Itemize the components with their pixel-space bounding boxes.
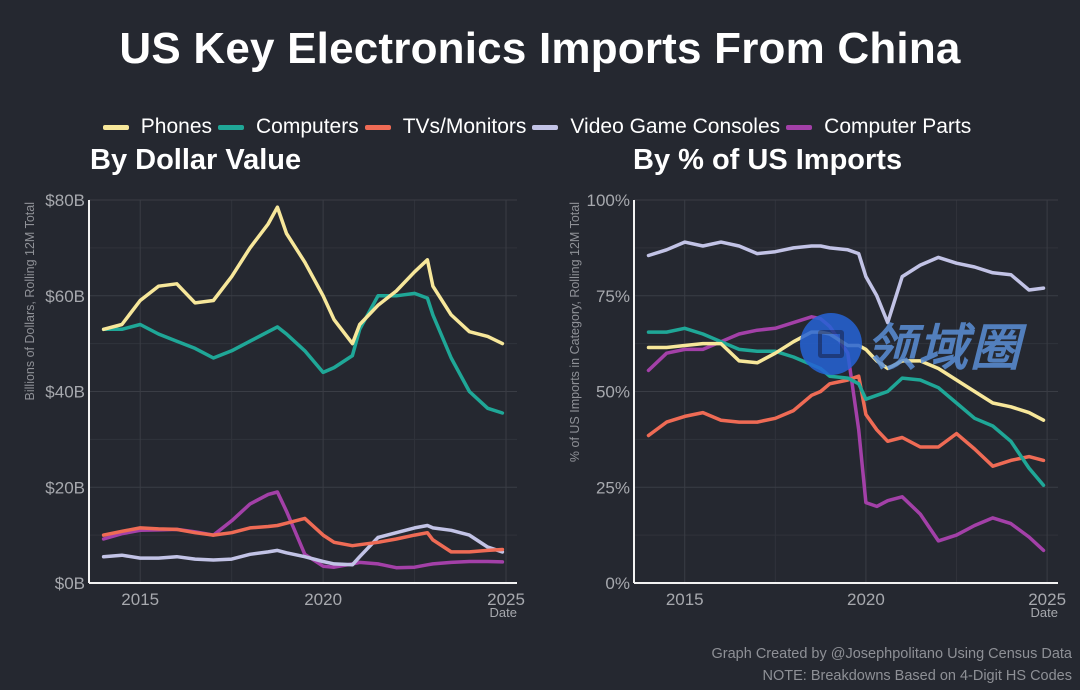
legend-swatch-computers [218, 124, 245, 130]
right-chart-series-computer-parts [646, 315, 1046, 553]
left-chart-title: By Dollar Value [90, 144, 302, 176]
legend-label-phones: Phones [140, 115, 213, 138]
left-chart-x-tick-label: 2020 [304, 590, 342, 609]
right-chart-y-tick-label: 50% [596, 383, 630, 402]
left-chart-x-tick-label: 2015 [121, 590, 159, 609]
legend-item-video-game-consoles: Video Game Consoles [532, 115, 780, 139]
legend-item-phones: Phones [102, 115, 213, 139]
legend-swatch-tvs-monitors [364, 124, 391, 130]
right-chart-title: By % of US Imports [633, 144, 903, 176]
legend-swatch-video-game-consoles [532, 124, 559, 130]
left-chart-x-axis-title: Date [490, 605, 517, 620]
legend-label-tvs-monitors: TVs/Monitors [402, 115, 527, 138]
left-chart-series-tvs-monitors [101, 516, 505, 554]
right-chart-series-video-game-consoles [646, 240, 1046, 325]
right-chart-series-computers [646, 326, 1046, 488]
legend-label-video-game-consoles: Video Game Consoles [570, 115, 781, 138]
left-chart-y-tick-label: $0B [55, 574, 85, 593]
right-chart-x-axis-title: Date [1031, 605, 1058, 620]
left-chart-y-tick-label: $40B [45, 383, 85, 402]
left-chart-y-axis-title: Billions of Dollars, Rolling 12M Total [23, 202, 37, 400]
right-chart-x-tick-label: 2020 [847, 590, 885, 609]
legend-swatch-phones [102, 124, 129, 130]
legend-item-computers: Computers [218, 115, 359, 139]
left-chart-y-tick-label: $60B [45, 287, 85, 306]
legend: Phones Computers TVs/Monitors Video Game… [0, 115, 1080, 139]
right-chart-x-tick-label: 2025 [1028, 590, 1066, 609]
left-chart-x-tick-label: 2025 [487, 590, 525, 609]
right-chart-y-axis-title: % of US Imports in Category, Rolling 12M… [568, 202, 582, 462]
right-chart-y-tick-label: 75% [596, 287, 630, 306]
right-chart-series-phones [646, 330, 1046, 422]
right-chart-y-tick-label: 0% [605, 574, 630, 593]
caption-note: NOTE: Breakdowns Based on 4-Digit HS Cod… [762, 668, 1072, 684]
legend-label-computers: Computers [256, 115, 359, 138]
right-chart-y-tick-label: 25% [596, 478, 630, 497]
right-chart-series-tvs-monitors [646, 374, 1046, 468]
chart-title: US Key Electronics Imports From China [119, 24, 961, 73]
legend-label-computer-parts: Computer Parts [824, 115, 972, 138]
left-chart-series-video-game-consoles [101, 523, 505, 567]
legend-item-tvs-monitors: TVs/Monitors [364, 115, 527, 139]
left-chart-series-computers [101, 291, 505, 415]
right-chart-x-tick-label: 2015 [666, 590, 704, 609]
left-chart-series-phones [101, 205, 505, 346]
right-chart-y-tick-label: 100% [587, 191, 630, 210]
caption-source: Graph Created by @Josephpolitano Using C… [711, 646, 1072, 662]
legend-item-computer-parts: Computer Parts [786, 115, 971, 139]
left-chart-y-tick-label: $80B [45, 191, 85, 210]
left-chart-y-tick-label: $20B [45, 478, 85, 497]
legend-swatch-computer-parts [786, 124, 813, 130]
